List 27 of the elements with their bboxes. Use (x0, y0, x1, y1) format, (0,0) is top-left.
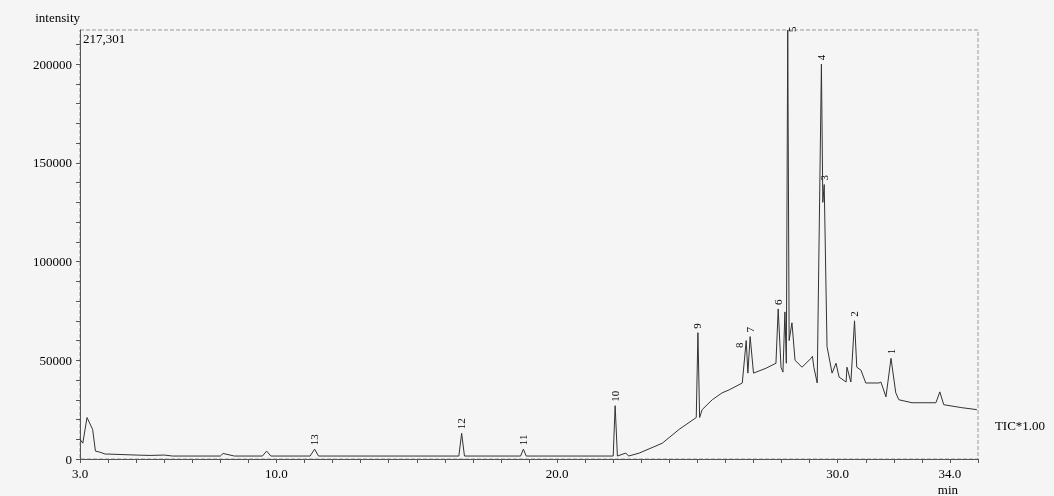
y-tick-label: 200000 (33, 56, 72, 72)
annotation: 5 (786, 26, 799, 32)
annotation: 1 (884, 348, 897, 355)
series-label: TIC*1.00 (994, 418, 1046, 434)
x-tick-label: 30.0 (826, 466, 850, 481)
annotation: 11 (516, 434, 529, 446)
y-axis-title: intensity (35, 10, 81, 25)
annotation: 10 (608, 390, 621, 402)
annotation: 217,301 (83, 31, 126, 46)
x-axis-title: min (937, 482, 959, 496)
y-tick-label: 150000 (33, 155, 72, 171)
y-tick-label: 50000 (39, 352, 72, 368)
annotation: 3 (817, 174, 830, 181)
x-tick-label: 34.0 (938, 466, 962, 481)
y-tick-label: 100000 (33, 254, 72, 270)
x-tick-label: 3.0 (71, 466, 89, 481)
annotation: 13 (308, 433, 321, 446)
annotation: 7 (743, 326, 756, 333)
x-tick-label: 20.0 (545, 466, 569, 481)
x-tick-label: 10.0 (265, 466, 288, 481)
annotation: 2 (848, 311, 861, 317)
y-tick-label: 0 (65, 451, 72, 467)
annotation: 4 (814, 54, 827, 61)
annotation: 8 (732, 342, 745, 349)
annotation: 9 (691, 322, 704, 329)
annotation: 12 (455, 418, 468, 430)
annotation: 6 (771, 298, 784, 305)
